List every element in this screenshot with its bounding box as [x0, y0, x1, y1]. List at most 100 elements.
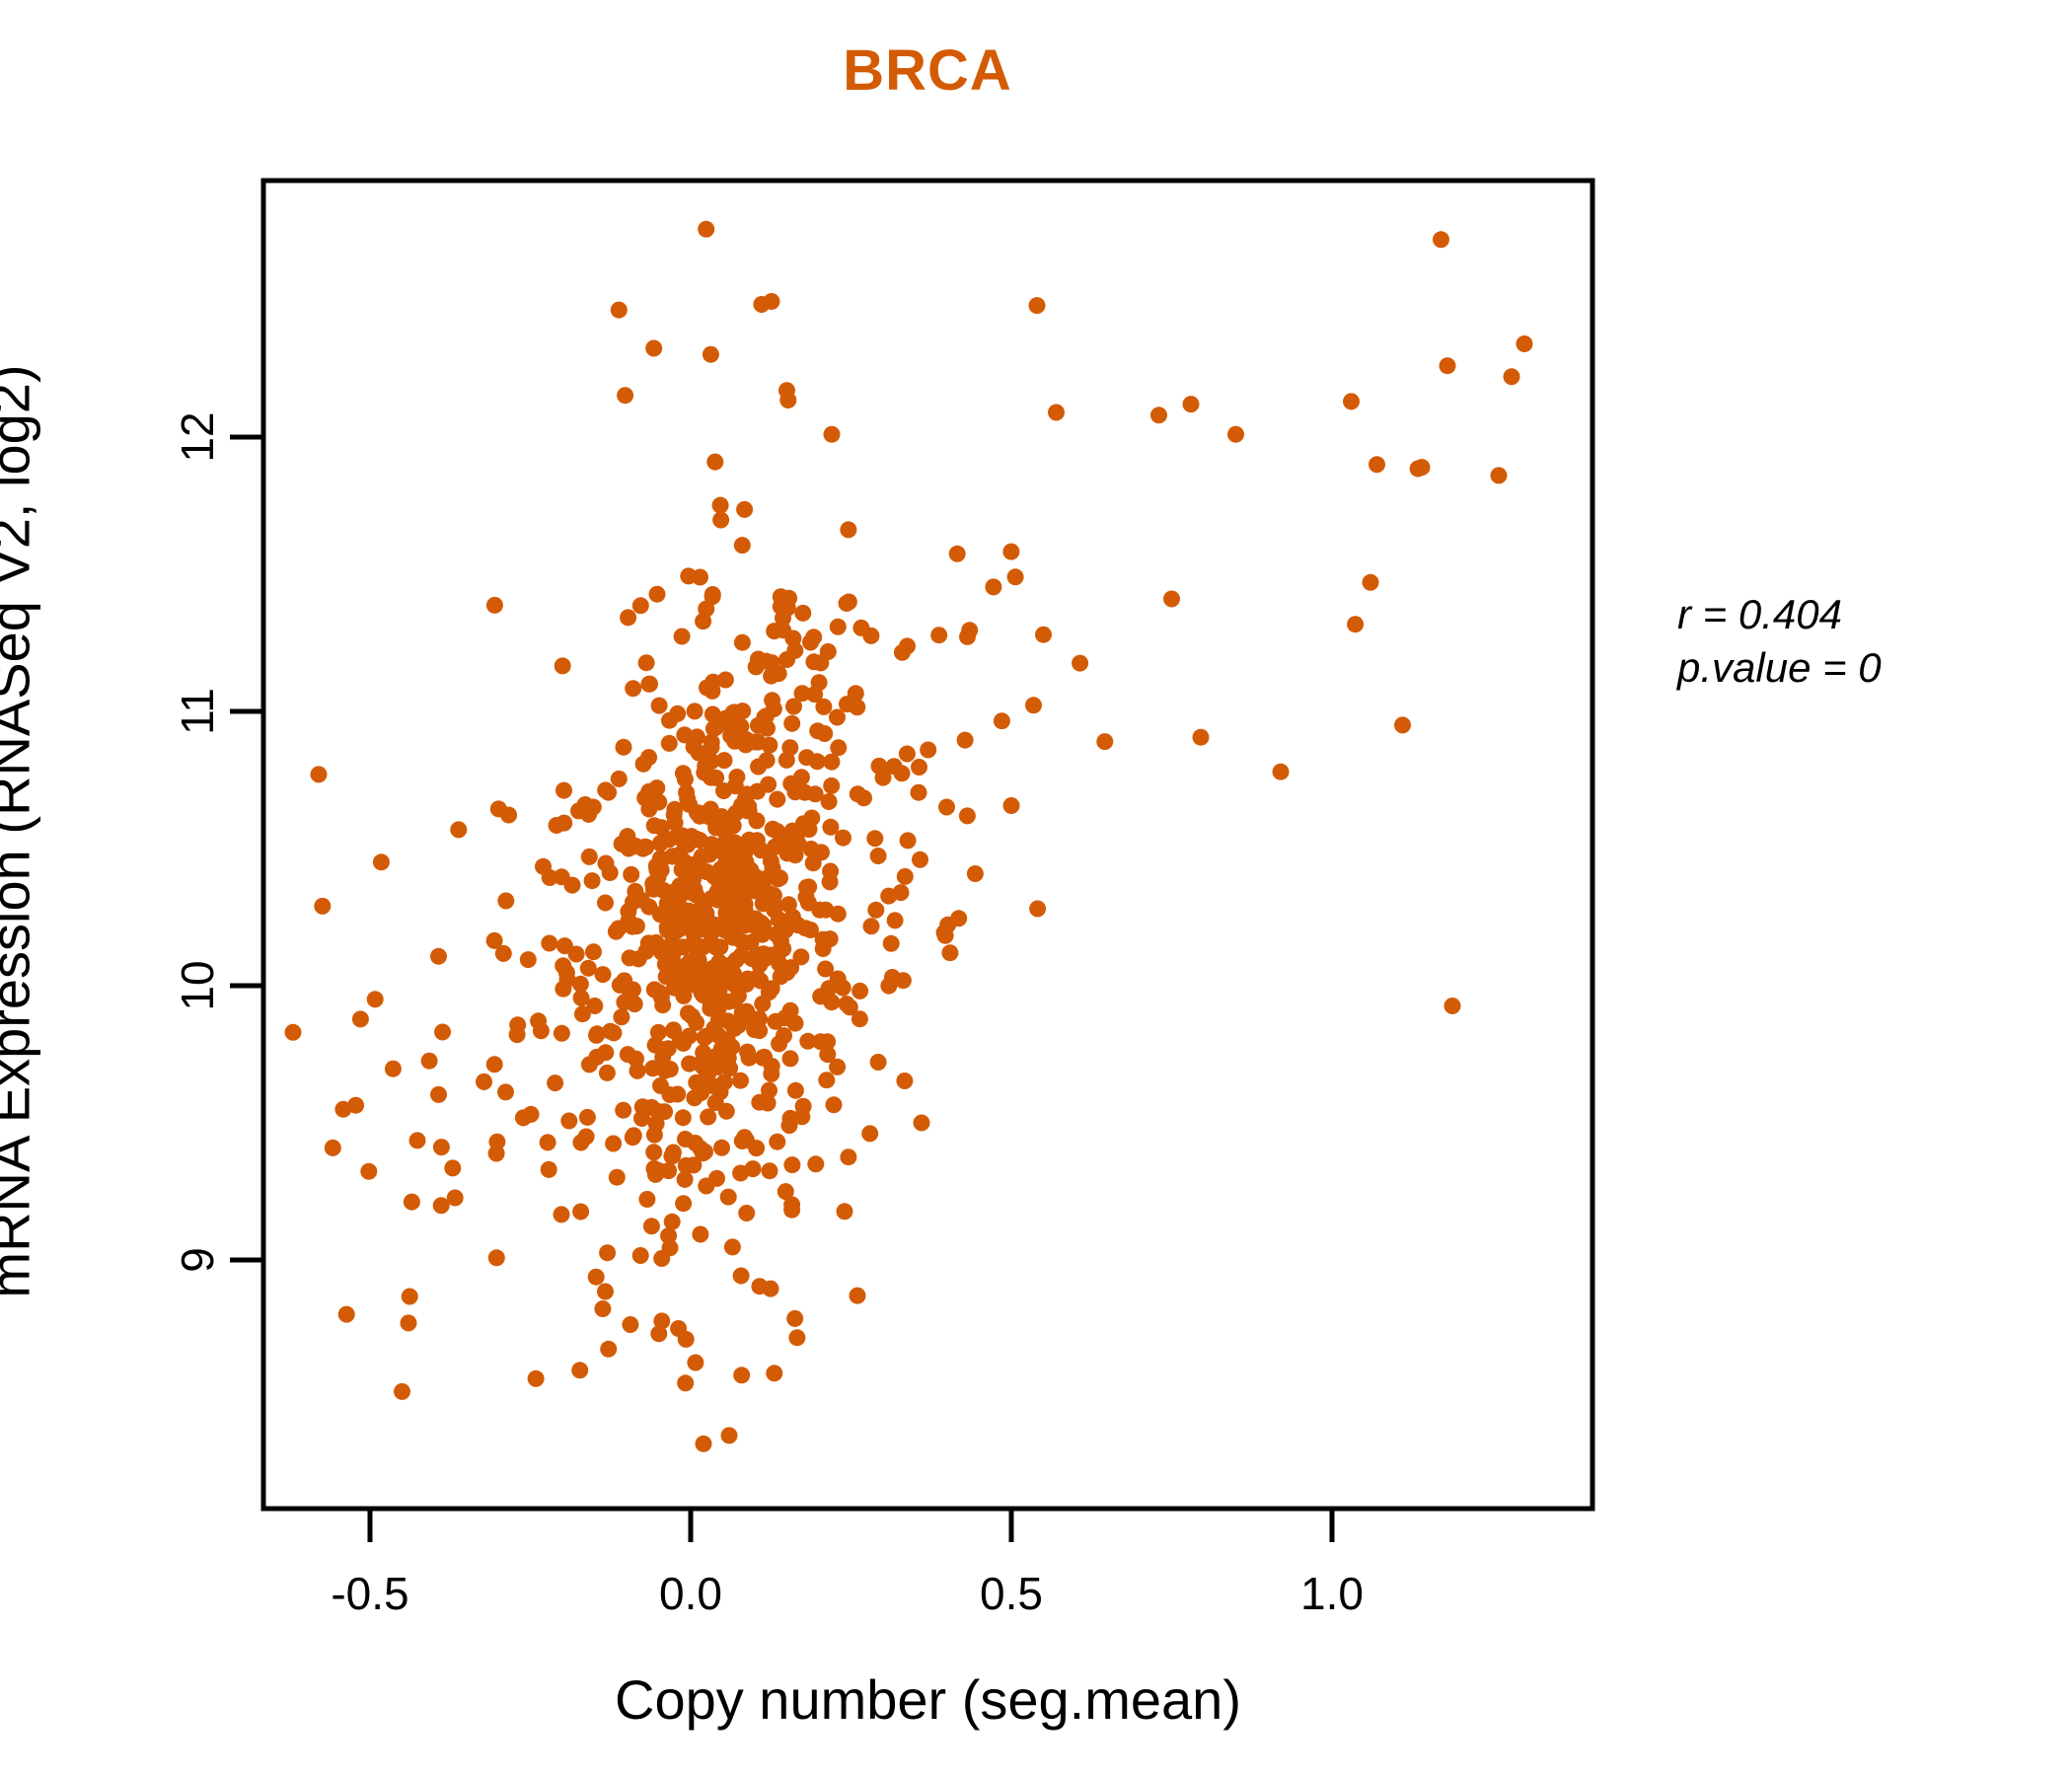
data-point [794, 1097, 812, 1115]
data-point [778, 382, 795, 400]
data-point [599, 1244, 617, 1262]
data-point [1182, 396, 1200, 413]
data-point [771, 1035, 788, 1053]
data-point [822, 818, 840, 836]
data-point [401, 1288, 418, 1305]
data-point [808, 753, 826, 771]
data-point [764, 692, 781, 709]
data-point [571, 1362, 589, 1379]
data-point [710, 1010, 727, 1028]
data-point [821, 873, 839, 891]
data-point [637, 654, 655, 672]
data-point [825, 1096, 843, 1114]
data-point [1394, 716, 1411, 734]
data-point [628, 918, 645, 935]
data-point [555, 957, 572, 975]
data-point [786, 1309, 804, 1327]
data-point [820, 793, 838, 810]
data-point [638, 1191, 656, 1208]
data-point [849, 699, 866, 716]
data-point [642, 1218, 660, 1235]
data-point [958, 807, 976, 825]
data-point [732, 947, 750, 964]
data-point [706, 985, 724, 1002]
data-point [781, 1050, 799, 1068]
data-point [861, 1125, 879, 1143]
data-point [578, 1108, 596, 1126]
data-point [869, 1054, 887, 1071]
data-point [751, 1022, 769, 1040]
data-point [866, 830, 884, 848]
data-point [711, 938, 729, 956]
data-point [653, 819, 670, 837]
data-point [746, 882, 764, 900]
data-point [829, 708, 846, 726]
data-point [444, 1159, 462, 1177]
data-point [530, 1012, 548, 1030]
data-point [620, 609, 637, 627]
data-point [748, 1140, 766, 1157]
data-point [676, 1170, 694, 1188]
data-point [372, 853, 390, 871]
page-title: BRCA [843, 38, 1012, 103]
data-point [661, 1086, 679, 1103]
data-point [789, 917, 807, 934]
data-point [555, 814, 573, 832]
data-point [434, 1023, 451, 1041]
data-point [587, 1268, 605, 1286]
data-point [540, 1160, 557, 1178]
data-point [1347, 616, 1365, 633]
data-point [686, 1089, 703, 1107]
data-point [541, 934, 558, 952]
data-point [777, 1009, 794, 1027]
data-point [675, 1195, 693, 1213]
data-point [727, 804, 745, 822]
data-point [675, 1034, 693, 1052]
data-point [725, 927, 743, 945]
data-point [893, 765, 911, 782]
data-point [783, 1196, 801, 1214]
data-point [674, 938, 692, 956]
data-point [646, 1036, 664, 1054]
data-point [580, 1056, 598, 1073]
data-point [489, 800, 507, 818]
data-point [660, 734, 678, 752]
data-point [703, 890, 720, 908]
data-point [862, 918, 880, 935]
data-point [1443, 998, 1461, 1014]
data-point [670, 1320, 688, 1337]
data-point [615, 1101, 632, 1119]
data-point [640, 675, 658, 693]
data-point [732, 1072, 749, 1089]
data-point [912, 851, 928, 868]
data-point [547, 1074, 564, 1092]
data-point [698, 220, 715, 238]
data-point [347, 1096, 365, 1114]
data-point [623, 865, 640, 883]
data-point [617, 387, 634, 405]
data-point [1343, 393, 1360, 410]
data-point [835, 829, 851, 847]
data-point [1028, 297, 1046, 315]
data-point [869, 848, 887, 864]
data-point [487, 1249, 505, 1267]
data-point [686, 703, 703, 720]
data-point [631, 1247, 649, 1264]
data-point [1433, 231, 1449, 249]
data-point [615, 738, 632, 756]
data-point [514, 1109, 532, 1127]
data-point [727, 897, 745, 915]
data-point [597, 781, 615, 799]
data-point [649, 1103, 667, 1120]
data-point [802, 841, 820, 857]
data-point [687, 1354, 704, 1371]
data-point [783, 714, 801, 732]
data-point [400, 1314, 417, 1332]
data-point [735, 872, 753, 889]
data-point [430, 947, 447, 965]
data-point [684, 922, 702, 938]
data-point [882, 934, 900, 952]
data-point [674, 851, 692, 869]
plot-frame [260, 178, 1595, 1512]
